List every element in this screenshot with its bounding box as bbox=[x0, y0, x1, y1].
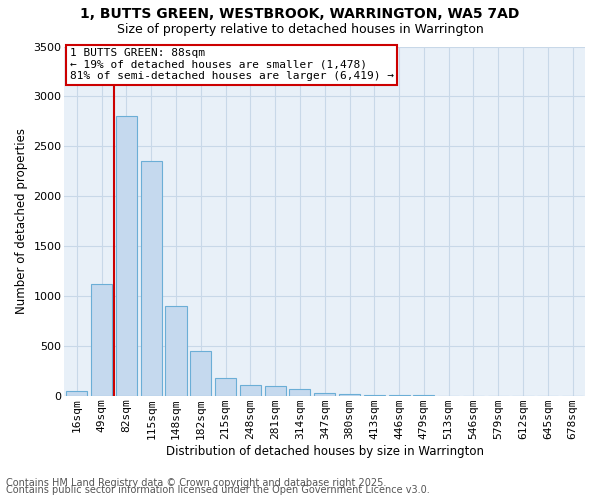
Bar bbox=[67, 390, 88, 396]
Bar bbox=[140, 161, 162, 396]
Bar bbox=[91, 284, 112, 396]
Bar bbox=[166, 306, 187, 396]
Bar bbox=[190, 351, 211, 396]
X-axis label: Distribution of detached houses by size in Warrington: Distribution of detached houses by size … bbox=[166, 444, 484, 458]
Text: 1, BUTTS GREEN, WESTBROOK, WARRINGTON, WA5 7AD: 1, BUTTS GREEN, WESTBROOK, WARRINGTON, W… bbox=[80, 8, 520, 22]
Y-axis label: Number of detached properties: Number of detached properties bbox=[15, 128, 28, 314]
Text: Contains public sector information licensed under the Open Government Licence v3: Contains public sector information licen… bbox=[6, 485, 430, 495]
Bar bbox=[116, 116, 137, 396]
Bar bbox=[339, 394, 360, 396]
Bar bbox=[289, 388, 310, 396]
Bar bbox=[215, 378, 236, 396]
Bar bbox=[314, 392, 335, 396]
Bar bbox=[240, 384, 261, 396]
Bar bbox=[265, 386, 286, 396]
Text: Contains HM Land Registry data © Crown copyright and database right 2025.: Contains HM Land Registry data © Crown c… bbox=[6, 478, 386, 488]
Text: Size of property relative to detached houses in Warrington: Size of property relative to detached ho… bbox=[116, 22, 484, 36]
Text: 1 BUTTS GREEN: 88sqm
← 19% of detached houses are smaller (1,478)
81% of semi-de: 1 BUTTS GREEN: 88sqm ← 19% of detached h… bbox=[70, 48, 394, 82]
Bar bbox=[364, 394, 385, 396]
